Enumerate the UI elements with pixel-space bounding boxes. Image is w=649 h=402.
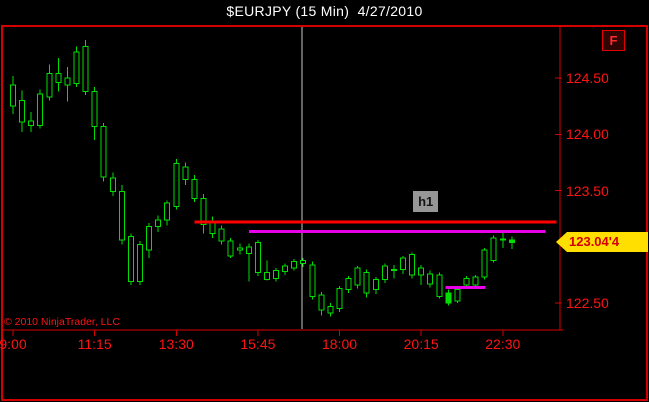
candlestick-body bbox=[209, 222, 216, 234]
time-axis-label: 18:00 bbox=[321, 336, 358, 352]
candlestick-body bbox=[273, 269, 280, 279]
indicator-h1-label[interactable]: h1 bbox=[413, 190, 439, 212]
candlestick-body bbox=[282, 265, 289, 272]
candlestick-body bbox=[55, 73, 62, 83]
candlestick-body bbox=[508, 239, 515, 243]
candlestick-body bbox=[155, 219, 162, 227]
candlestick-body bbox=[164, 202, 171, 221]
candlestick-body bbox=[336, 287, 343, 310]
candlestick-body bbox=[400, 257, 407, 270]
candlestick-body bbox=[318, 294, 325, 311]
last-price-value: 123.04'4 bbox=[567, 231, 648, 252]
candlestick-body bbox=[82, 46, 89, 92]
candlestick-body bbox=[309, 264, 316, 297]
candlestick-body bbox=[28, 120, 35, 126]
chart-frame-border bbox=[1, 25, 648, 401]
time-axis-label: 9:00 bbox=[0, 336, 27, 352]
candlestick-body bbox=[409, 254, 416, 276]
candlestick-body bbox=[19, 100, 26, 123]
candlestick-body bbox=[490, 237, 497, 261]
candlestick-body bbox=[463, 277, 470, 286]
candlestick-body bbox=[46, 73, 53, 98]
candlestick-body bbox=[109, 177, 116, 193]
candlestick-body bbox=[218, 228, 225, 242]
copyright-watermark: © 2010 NinjaTrader, LLC bbox=[4, 316, 120, 328]
candlestick-body bbox=[37, 93, 44, 126]
candlestick-body bbox=[191, 178, 198, 199]
time-axis-label: 11:15 bbox=[77, 336, 112, 352]
candlestick-body bbox=[100, 125, 107, 178]
candlestick-body bbox=[300, 259, 307, 265]
candlestick-body bbox=[445, 292, 452, 304]
candlestick-body bbox=[118, 191, 125, 241]
chart-title: $EURJPY (15 Min) 4/27/2010 bbox=[226, 3, 423, 19]
candlestick-body bbox=[427, 273, 434, 285]
candlestick-body bbox=[472, 276, 479, 286]
candlestick-body bbox=[345, 277, 352, 290]
candlestick-body bbox=[354, 267, 361, 286]
candlestick-body bbox=[127, 236, 134, 283]
candlestick-body bbox=[146, 226, 153, 251]
candlestick-body bbox=[236, 247, 243, 251]
candlestick-body bbox=[263, 272, 270, 280]
candlestick-body bbox=[254, 241, 261, 274]
time-axis-label: 15:45 bbox=[240, 336, 276, 352]
time-axis-label: 13:30 bbox=[158, 336, 194, 352]
candlestick-body bbox=[173, 163, 180, 207]
candlestick-body bbox=[200, 197, 207, 225]
candlestick-body bbox=[454, 289, 461, 302]
time-axis-label: 22:30 bbox=[485, 336, 521, 352]
candlestick-body bbox=[363, 272, 370, 294]
candlestick-body bbox=[327, 305, 334, 314]
candlestick-body bbox=[436, 274, 443, 297]
candlestick-body bbox=[227, 240, 234, 257]
candlestick-body bbox=[10, 84, 16, 107]
candlestick-body bbox=[182, 166, 189, 180]
candlestick-body bbox=[64, 77, 71, 86]
candlestick-body bbox=[418, 267, 425, 276]
candlestick-body bbox=[372, 278, 379, 290]
candlestick-body bbox=[499, 238, 506, 241]
candlestick-body bbox=[136, 244, 143, 283]
candlestick-body bbox=[245, 246, 252, 254]
price-axis-label: 122.50 bbox=[566, 295, 609, 311]
candlestick-body bbox=[73, 51, 80, 85]
chart-f-badge[interactable]: F bbox=[602, 30, 625, 51]
candlestick-body bbox=[381, 265, 388, 280]
last-price-marker: 123.04'4 bbox=[556, 231, 648, 252]
candlestick-body bbox=[390, 268, 397, 271]
price-axis-label: 123.50 bbox=[566, 182, 609, 199]
price-axis-label: 124.00 bbox=[566, 126, 609, 143]
candlestick-body bbox=[291, 260, 298, 269]
price-marker-arrow-icon bbox=[556, 231, 567, 252]
candlestick-body bbox=[91, 91, 98, 127]
candlestick-body bbox=[481, 249, 488, 278]
time-axis-label: 20:15 bbox=[403, 336, 439, 352]
price-axis-label: 124.50 bbox=[566, 70, 609, 86]
